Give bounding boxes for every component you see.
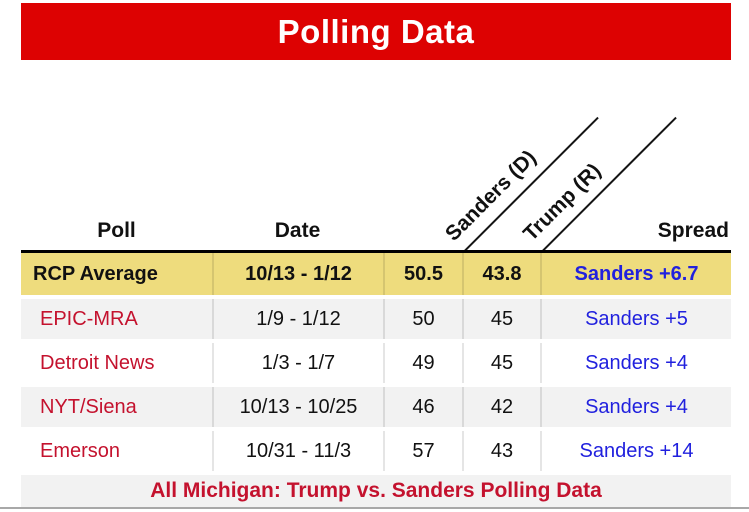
table-footer-caption: All Michigan: Trump vs. Sanders Polling … <box>21 475 731 507</box>
table-cell-poll: RCP Average <box>21 253 212 295</box>
table-cell-sanders: 57 <box>383 431 462 471</box>
title-bar: Polling Data <box>21 3 731 60</box>
table-cell-trump: 42 <box>462 387 540 427</box>
table-cell-spread: Sanders +5 <box>540 299 731 339</box>
table-cell-trump: 43 <box>462 431 540 471</box>
table-cell-date: 1/9 - 1/12 <box>212 299 383 339</box>
table-cell-spread: Sanders +4 <box>540 343 731 383</box>
polling-table: RCP Average 10/13 - 1/12 50.5 43.8 Sande… <box>21 250 731 507</box>
table-cell-date: 10/31 - 11/3 <box>212 431 383 471</box>
table-cell-trump: 43.8 <box>462 253 540 295</box>
column-header-spread: Spread <box>657 219 729 242</box>
table-cell-sanders: 46 <box>383 387 462 427</box>
table-cell-spread: Sanders +4 <box>540 387 731 427</box>
table-cell-trump: 45 <box>462 343 540 383</box>
table-cell-trump: 45 <box>462 299 540 339</box>
table-cell-poll: Detroit News <box>21 343 212 383</box>
table-cell-sanders: 50.5 <box>383 253 462 295</box>
table-cell-sanders: 50 <box>383 299 462 339</box>
table-cell-date: 10/13 - 1/12 <box>212 253 383 295</box>
table-cell-spread: Sanders +6.7 <box>540 253 731 295</box>
column-header-date: Date <box>274 219 321 242</box>
table-cell-poll: EPIC-MRA <box>21 299 212 339</box>
page-title: Polling Data <box>277 12 475 50</box>
table-cell-date: 1/3 - 1/7 <box>212 343 383 383</box>
table-cell-poll: NYT/Siena <box>21 387 212 427</box>
table-cell-sanders: 49 <box>383 343 462 383</box>
table-cell-spread: Sanders +14 <box>540 431 731 471</box>
table-cell-date: 10/13 - 10/25 <box>212 387 383 427</box>
table-cell-poll: Emerson <box>21 431 212 471</box>
column-header-poll: Poll <box>97 219 136 242</box>
page-bottom-divider <box>0 507 749 509</box>
